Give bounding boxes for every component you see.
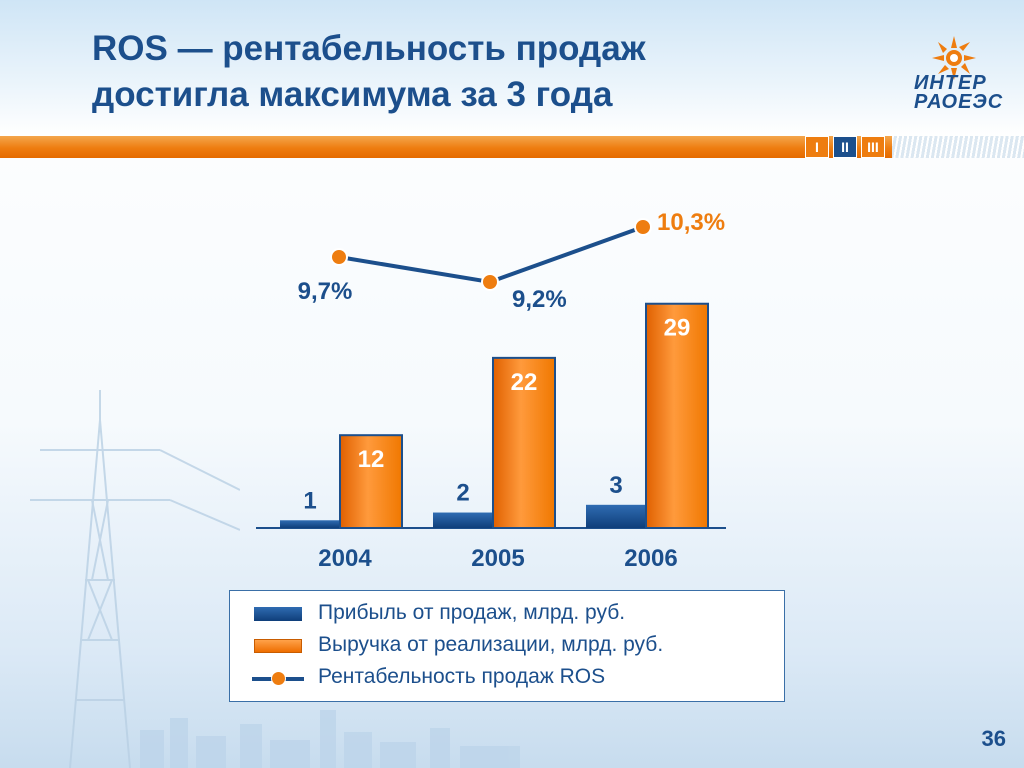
chart-legend: Прибыль от продаж, млрд. руб. Выручка от…: [229, 590, 785, 702]
section-button-2[interactable]: II: [833, 136, 857, 158]
slide-title: ROS — рентабельность продаж достигла мак…: [92, 26, 812, 118]
slide-title-line-2: достигла максимума за 3 года: [92, 75, 613, 114]
bar-profit-2004: [280, 520, 340, 528]
data-label-profit-2004: 1: [303, 487, 316, 514]
orange-divider-stripe: [0, 136, 1024, 158]
logo-text-line-2: РАОЕЭС: [914, 91, 1004, 113]
data-label-profit-2005: 2: [456, 480, 469, 507]
legend-swatch-revenue: [254, 639, 302, 653]
logo-text-line-1: ИНТЕР: [914, 72, 987, 94]
legend-marker-ros: [271, 671, 286, 686]
ros-marker-2004: [330, 248, 348, 266]
legend-item-profit: Прибыль от продаж, млрд. руб.: [230, 599, 784, 629]
bar-revenue-2006: [645, 302, 709, 529]
company-logo: ИНТЕР РАОЕЭС: [908, 34, 1008, 114]
sun-logo-icon: [932, 36, 976, 80]
x-tick-label-2004: 2004: [318, 545, 372, 572]
slide-title-line-1: ROS — рентабельность продаж: [92, 29, 646, 68]
x-tick-label-2006: 2006: [624, 545, 677, 572]
ros-marker-2005: [481, 273, 499, 291]
ros-label-2004: 9,7%: [298, 278, 353, 305]
legend-item-ros: Рентабельность продаж ROS: [230, 663, 784, 693]
legend-swatch-profit: [254, 607, 302, 621]
bar-revenue-2004: [339, 434, 403, 530]
logo-wordmark: ИНТЕР РАОЕЭС: [914, 72, 1010, 113]
city-skyline-illustration: [140, 710, 520, 768]
data-label-revenue-2006: 29: [664, 315, 691, 342]
legend-item-revenue: Выручка от реализации, млрд. руб.: [230, 631, 784, 661]
ros-marker-2006: [634, 218, 652, 236]
section-button-1[interactable]: I: [805, 136, 829, 158]
divider-stripe-pattern: [892, 136, 1024, 158]
bar-profit-2005: [433, 512, 493, 528]
ros-label-2006: 10,3%: [657, 209, 725, 236]
header-background: [0, 0, 1024, 136]
section-navigation: I II III: [805, 136, 885, 158]
legend-label-revenue: Выручка от реализации, млрд. руб.: [318, 633, 664, 656]
bar-profit-2006: [586, 504, 646, 528]
data-label-revenue-2005: 22: [511, 369, 538, 396]
power-tower-illustration: [30, 390, 240, 768]
legend-label-ros: Рентабельность продаж ROS: [318, 665, 606, 688]
legend-label-profit: Прибыль от продаж, млрд. руб.: [318, 601, 626, 624]
ros-label-2005: 9,2%: [512, 286, 567, 313]
section-button-3[interactable]: III: [861, 136, 885, 158]
data-label-revenue-2004: 12: [358, 446, 385, 473]
bar-revenue-2005: [492, 356, 556, 529]
x-tick-label-2005: 2005: [471, 545, 524, 572]
page-number: 36: [981, 726, 1006, 751]
data-label-profit-2006: 3: [609, 472, 622, 499]
